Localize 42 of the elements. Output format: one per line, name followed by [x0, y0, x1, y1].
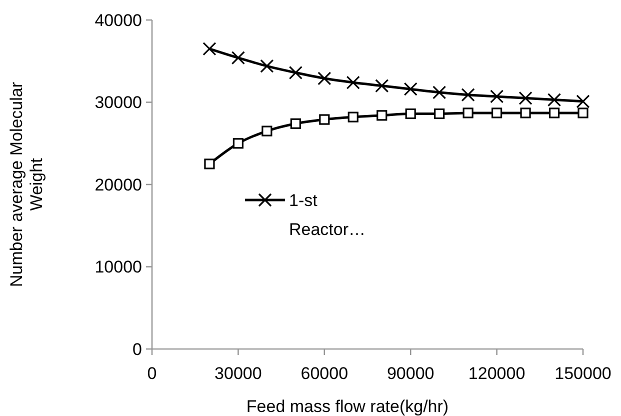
legend-label: 1-st Reactor…: [289, 190, 366, 239]
point: [288, 66, 302, 80]
point: [548, 108, 560, 118]
point: [318, 72, 332, 86]
point: [202, 42, 216, 56]
y-axis-title: Number average Molecular Weight: [7, 82, 46, 288]
point: [232, 138, 244, 149]
point: [204, 158, 215, 170]
point: [547, 92, 562, 107]
point: [404, 82, 418, 96]
point: [432, 86, 446, 100]
point: [375, 79, 389, 93]
x-tick-label: 60000: [300, 364, 348, 383]
point: [492, 108, 502, 118]
point: [520, 108, 531, 118]
point: [290, 118, 301, 129]
point: [518, 91, 532, 105]
y-tick-label: 30000: [94, 93, 142, 112]
point: [346, 76, 360, 90]
point: [376, 110, 388, 121]
x-tick-label: 150000: [554, 364, 612, 383]
x-tick-label: 0: [147, 364, 157, 383]
point: [576, 94, 590, 108]
point: [461, 88, 475, 102]
x-tick-label: 90000: [386, 364, 434, 383]
point: [578, 108, 588, 118]
x-axis-title: Feed mass flow rate(kg/hr): [246, 397, 449, 416]
y-tick-label: 10000: [94, 258, 142, 277]
y-tick-label: 40000: [94, 10, 142, 30]
x-tick-label: 120000: [468, 364, 526, 383]
point: [405, 108, 416, 120]
point: [462, 108, 474, 118]
point: [260, 59, 274, 73]
y-tick-label: 20000: [94, 175, 142, 194]
point: [348, 112, 358, 122]
x-tick-label: 30000: [214, 364, 262, 383]
y-tick-label: 0: [132, 340, 142, 359]
point: [262, 126, 272, 136]
point: [231, 51, 245, 65]
point: [490, 90, 504, 104]
point: [434, 108, 445, 120]
point: [319, 114, 330, 125]
